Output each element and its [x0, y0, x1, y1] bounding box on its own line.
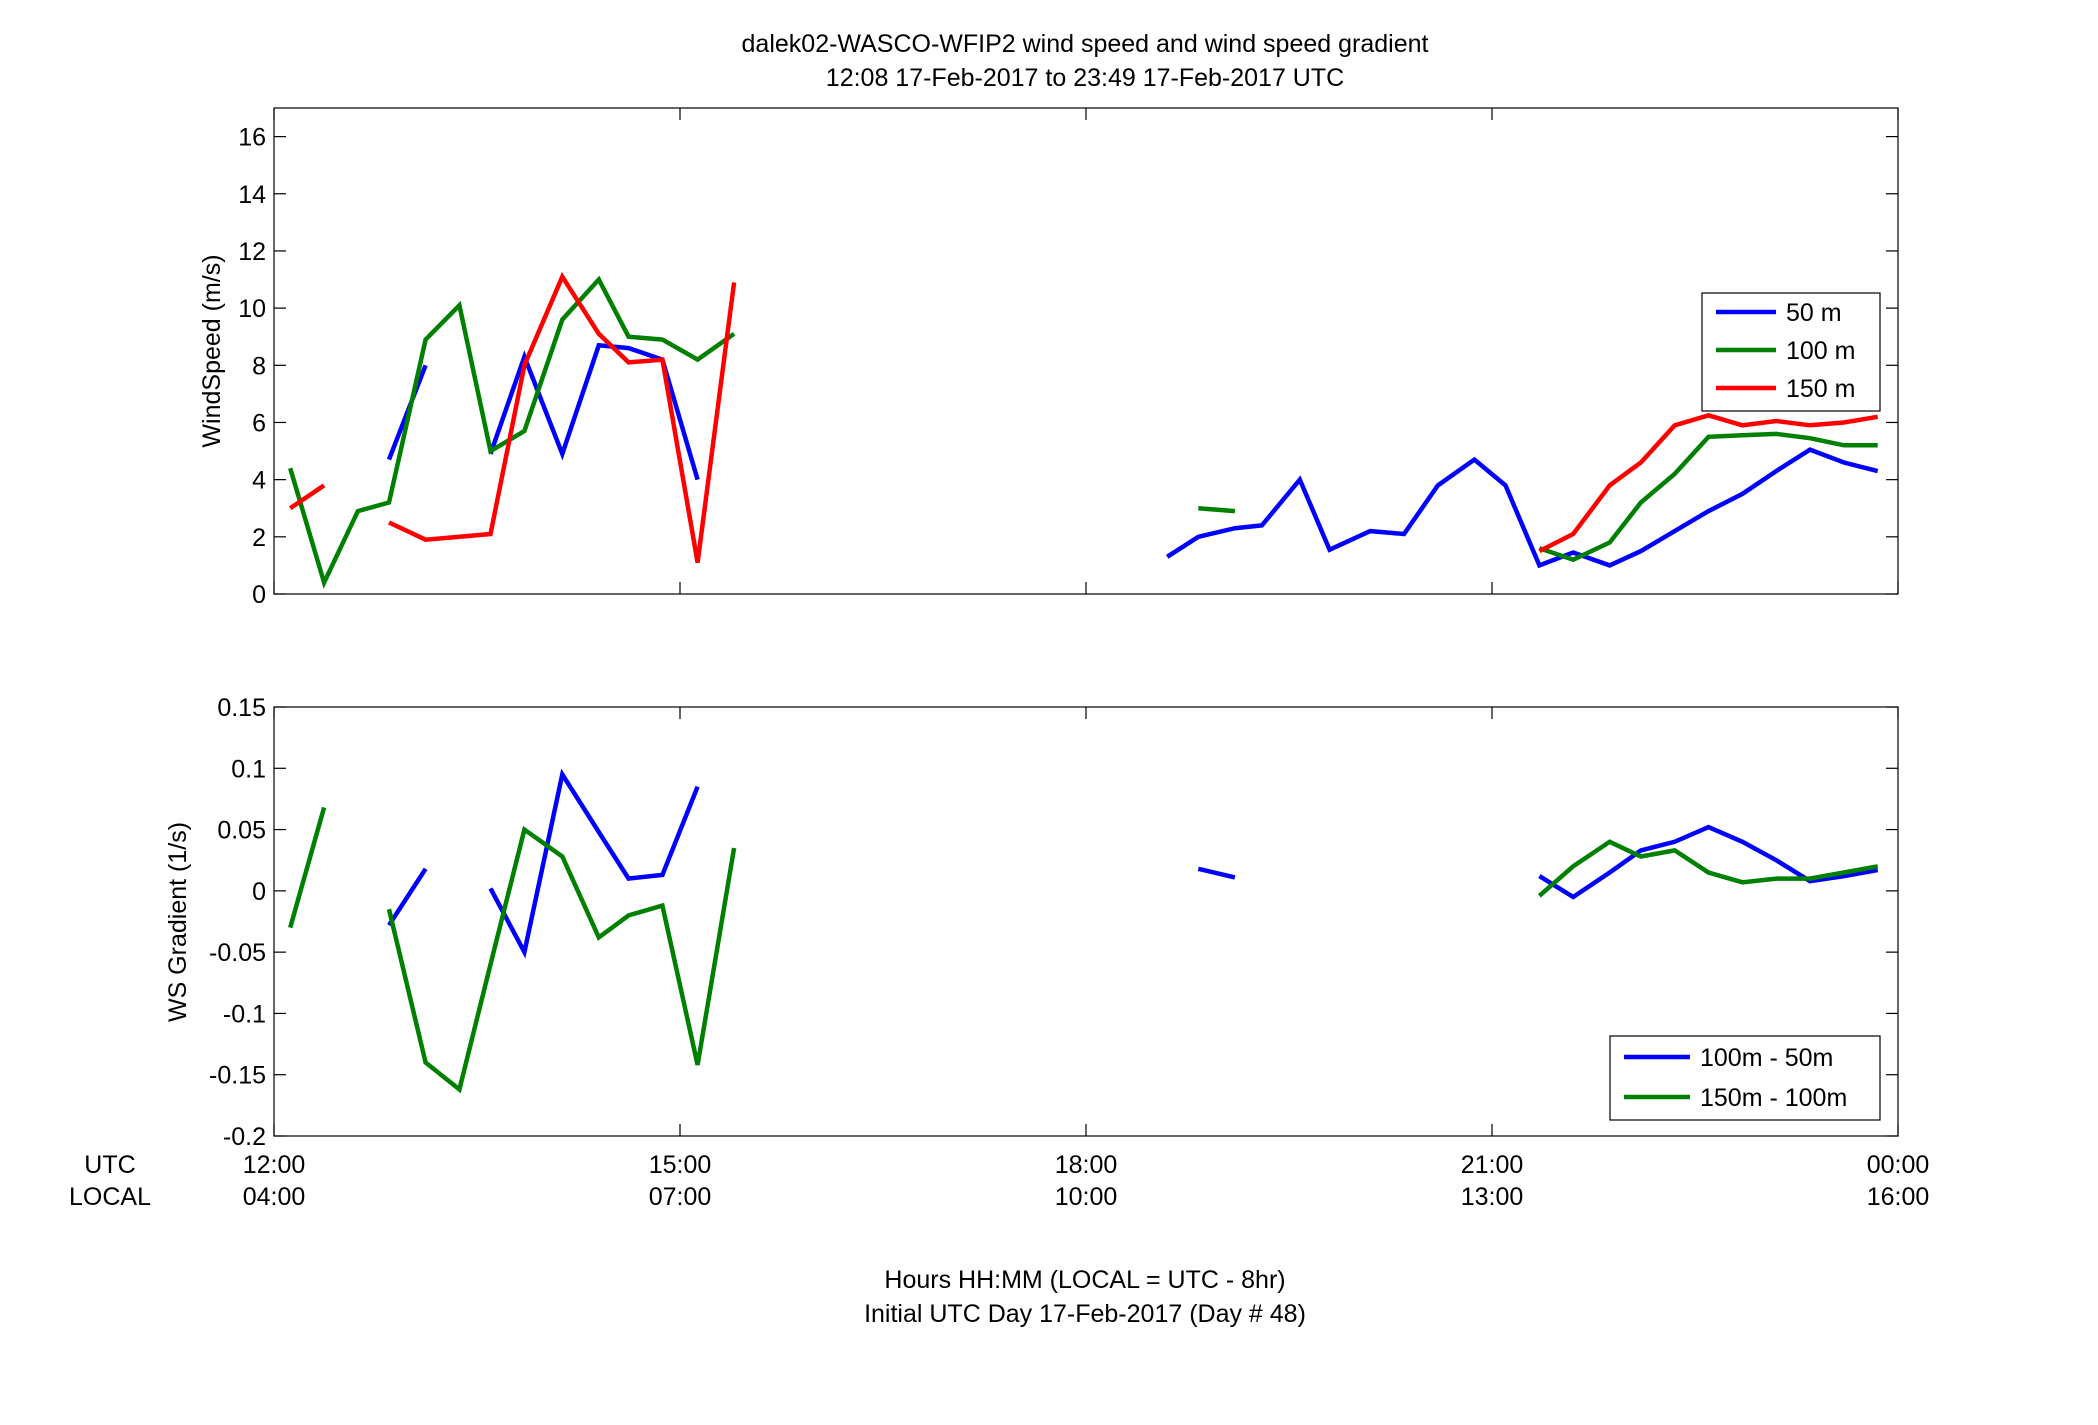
gradient-legend-label: 100m - 50m — [1700, 1044, 1833, 1072]
utc-row-label: UTC — [84, 1151, 135, 1179]
utc-tick-label: 15:00 — [649, 1151, 712, 1179]
gradient-ytick-label: -0.05 — [209, 939, 266, 967]
windspeed-ytick-label: 8 — [252, 352, 266, 380]
chart-subtitle: 12:08 17-Feb-2017 to 23:49 17-Feb-2017 U… — [826, 64, 1344, 92]
windspeed-ytick-label: 16 — [238, 124, 266, 152]
utc-tick-label: 12:00 — [243, 1151, 306, 1179]
gradient-legend: 100m - 50m 150m - 100m — [1609, 1035, 1881, 1121]
gradient-ytick-label: 0.1 — [231, 755, 266, 783]
gradient-series-100m-50m — [1197, 866, 1236, 880]
windspeed-series-50-m — [1165, 447, 1879, 569]
gradient-ytick-label: -0.15 — [209, 1062, 266, 1090]
local-tick-label: 10:00 — [1055, 1183, 1118, 1211]
gradient-series — [288, 768, 1879, 1094]
gradient-ytick-label: 0 — [252, 878, 266, 906]
local-tick-label: 04:00 — [243, 1183, 306, 1211]
gradient-ylabel: WS Gradient (1/s) — [164, 822, 192, 1022]
gradient-series-100m-50m — [488, 768, 700, 959]
utc-tick-label: 21:00 — [1461, 1151, 1524, 1179]
x-axis-label: Hours HH:MM (LOCAL = UTC - 8hr) — [884, 1266, 1285, 1294]
windspeed-series — [288, 271, 1879, 589]
gradient-yticks: -0.2 -0.15 -0.1 -0.05 0 0.05 0.1 0.15 — [209, 694, 1898, 1151]
x-axis-sublabel: Initial UTC Day 17-Feb-2017 (Day # 48) — [864, 1300, 1306, 1328]
gradient-xticks — [273, 707, 1899, 1136]
windspeed-panel: 0 2 4 6 8 10 12 14 16 WindSpeed (m/s) 50 m 100 m 1… — [198, 107, 1899, 609]
windspeed-series-100-m — [1538, 431, 1878, 563]
gradient-series-100m-50m — [387, 867, 428, 927]
gradient-series-100m-50m — [1538, 824, 1879, 900]
windspeed-yticks: 0 2 4 6 8 10 12 14 16 — [238, 124, 1898, 609]
local-tick-label: 13:00 — [1461, 1183, 1524, 1211]
gradient-panel: -0.2 -0.15 -0.1 -0.05 0 0.05 0.1 0.15 WS Gradie… — [164, 694, 1899, 1151]
windspeed-axes-frame — [273, 107, 1899, 595]
utc-tick-label: 18:00 — [1055, 1151, 1118, 1179]
gradient-ytick-label: -0.1 — [223, 1000, 266, 1028]
windspeed-xticks — [273, 108, 1899, 594]
windspeed-ytick-label: 12 — [238, 238, 266, 266]
gradient-legend-box — [1609, 1035, 1881, 1121]
windspeed-ytick-label: 10 — [238, 295, 266, 323]
windspeed-ytick-label: 14 — [238, 181, 266, 209]
windspeed-ytick-label: 2 — [252, 524, 266, 552]
gradient-ytick-label: 0.15 — [217, 694, 266, 722]
windspeed-series-150-m — [388, 271, 737, 563]
windspeed-ytick-label: 6 — [252, 409, 266, 437]
windspeed-ylabel: WindSpeed (m/s) — [198, 254, 226, 447]
gradient-series-150m-100m — [288, 806, 327, 929]
windspeed-ytick-label: 0 — [252, 581, 266, 609]
windspeed-legend: 50 m 100 m 150 m — [1701, 292, 1881, 412]
windspeed-ytick-label: 4 — [252, 467, 266, 495]
local-tick-label: 16:00 — [1867, 1183, 1930, 1211]
windspeed-legend-label: 100 m — [1786, 337, 1855, 365]
chart-title: dalek02-WASCO-WFIP2 wind speed and wind … — [742, 30, 1429, 58]
local-row-label: LOCAL — [69, 1183, 151, 1211]
time-tick-labels: 12:00 04:00 15:00 07:00 18:00 10:00 21:00 13:00… — [243, 1151, 1930, 1211]
windspeed-legend-label: 150 m — [1786, 375, 1855, 403]
gradient-ytick-label: -0.2 — [223, 1123, 266, 1151]
gradient-series-150m-100m — [1537, 839, 1879, 898]
gradient-series-150m-100m — [386, 825, 737, 1094]
gradient-legend-label: 150m - 100m — [1700, 1084, 1847, 1112]
windspeed-series-150-m — [1538, 412, 1879, 554]
windspeed-legend-label: 50 m — [1786, 299, 1842, 327]
windspeed-series-100-m — [1198, 505, 1236, 514]
gradient-ytick-label: 0.05 — [217, 817, 266, 845]
windspeed-series-150-m — [288, 483, 326, 511]
local-tick-label: 07:00 — [649, 1183, 712, 1211]
utc-tick-label: 00:00 — [1867, 1151, 1930, 1179]
